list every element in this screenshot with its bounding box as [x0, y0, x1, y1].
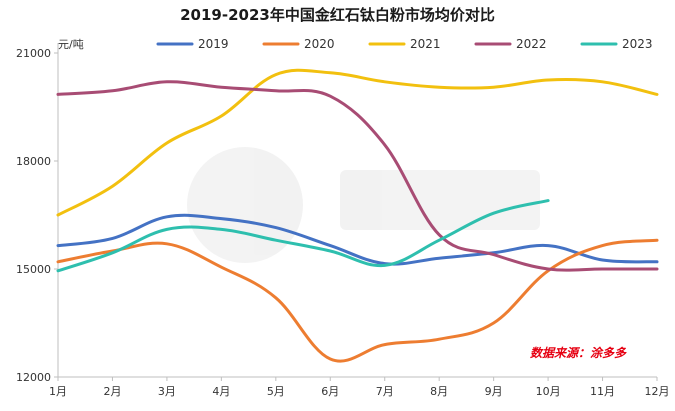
y-tick-label: 15000: [16, 263, 51, 276]
legend-label-2023: 2023: [622, 37, 653, 51]
legend-label-2019: 2019: [198, 37, 229, 51]
watermark-logo: [187, 147, 540, 263]
series-line-2020: [56, 238, 659, 363]
x-tick-label: 7月: [376, 385, 394, 398]
x-tick-label: 1月: [49, 385, 67, 398]
series-lines: [56, 68, 659, 363]
x-tick-label: 11月: [590, 385, 615, 398]
x-tick-label: 9月: [485, 385, 503, 398]
x-tick-label: 3月: [158, 385, 176, 398]
axes: 12000 15000 18000 21000 1月 2月 3月 4月 5月 6月 7月 8月 9月 10…: [16, 43, 670, 398]
chart-title: 2019-2023年中国金红石钛白粉市场均价对比: [180, 6, 495, 24]
x-tick-label: 4月: [212, 385, 230, 398]
legend-label-2022: 2022: [516, 37, 547, 51]
x-tick-label: 10月: [536, 385, 561, 398]
x-tick-label: 5月: [267, 385, 285, 398]
series-line-2023: [56, 199, 550, 273]
legend-label-2021: 2021: [410, 37, 441, 51]
y-axis-unit: 元/吨: [58, 38, 84, 51]
x-tick-label: 6月: [321, 385, 339, 398]
legend-label-2020: 2020: [304, 37, 335, 51]
y-tick-label: 18000: [16, 155, 51, 168]
x-tick-label: 12月: [645, 385, 670, 398]
series-line-2019: [56, 213, 659, 266]
x-tick-label: 2月: [103, 385, 121, 398]
x-tick-label: 8月: [430, 385, 448, 398]
legend: 2019 2020 2021 2022 2023: [156, 37, 653, 51]
series-line-2021: [56, 68, 659, 217]
source-note: 数据来源：涂多多: [530, 346, 627, 360]
series-line-2022: [56, 80, 659, 272]
y-tick-label: 12000: [16, 371, 51, 384]
y-tick-label: 21000: [16, 47, 51, 60]
